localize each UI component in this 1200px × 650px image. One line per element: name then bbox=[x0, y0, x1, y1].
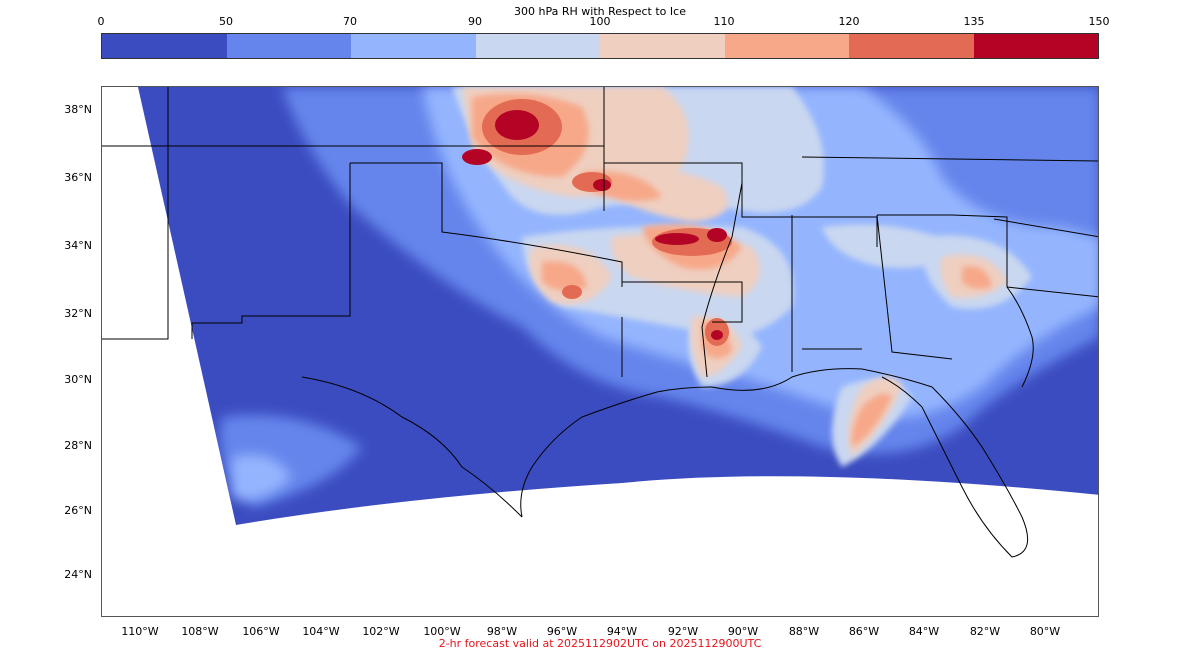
longitude-label: 106°W bbox=[242, 625, 280, 638]
longitude-label: 94°W bbox=[606, 625, 638, 638]
rh-135-150-areas bbox=[462, 110, 727, 340]
colorbar-tick-label: 0 bbox=[97, 15, 105, 28]
forecast-caption: 2-hr forecast valid at 2025112902UTC on … bbox=[438, 637, 762, 650]
longitude-label: 96°W bbox=[546, 625, 578, 638]
colorbar-tick-label: 110 bbox=[713, 15, 735, 28]
colorbar-segment bbox=[475, 34, 600, 58]
latitude-label: 24°N bbox=[64, 568, 92, 581]
coastline bbox=[301, 286, 1034, 558]
latitude-label: 32°N bbox=[64, 307, 92, 320]
colorbar-title: 300 hPa RH with Respect to Ice bbox=[514, 5, 686, 18]
latitude-label: 28°N bbox=[64, 439, 92, 452]
longitude-label: 86°W bbox=[848, 625, 880, 638]
longitude-label: 110°W bbox=[121, 625, 159, 638]
colorbar bbox=[101, 33, 1099, 59]
colorbar-tick-label: 90 bbox=[468, 15, 482, 28]
latitude-label: 36°N bbox=[64, 171, 92, 184]
rh-ice-map bbox=[102, 87, 1098, 558]
colorbar-segment bbox=[600, 34, 725, 58]
longitude-label: 92°W bbox=[667, 625, 699, 638]
longitude-label: 100°W bbox=[423, 625, 461, 638]
colorbar-segment bbox=[226, 34, 351, 58]
latitude-label: 34°N bbox=[64, 239, 92, 252]
colorbar-tick-label: 50 bbox=[219, 15, 233, 28]
longitude-label: 82°W bbox=[969, 625, 1001, 638]
colorbar-tick-label: 100 bbox=[589, 15, 611, 28]
longitude-label: 108°W bbox=[181, 625, 219, 638]
longitude-label: 88°W bbox=[788, 625, 820, 638]
longitude-label: 80°W bbox=[1029, 625, 1061, 638]
state-borders bbox=[102, 87, 1098, 378]
longitude-label: 98°W bbox=[486, 625, 518, 638]
map-panel bbox=[101, 86, 1099, 617]
colorbar-tick-label: 70 bbox=[343, 15, 357, 28]
rh-field bbox=[138, 87, 1098, 525]
longitude-label: 90°W bbox=[727, 625, 759, 638]
colorbar-segment bbox=[351, 34, 476, 58]
latitude-label: 26°N bbox=[64, 504, 92, 517]
colorbar-tick-label: 120 bbox=[838, 15, 860, 28]
longitude-label: 102°W bbox=[362, 625, 400, 638]
colorbar-segment bbox=[102, 34, 227, 58]
colorbar-segment bbox=[724, 34, 849, 58]
colorbar-segment bbox=[973, 34, 1098, 58]
longitude-label: 84°W bbox=[908, 625, 940, 638]
latitude-label: 38°N bbox=[64, 103, 92, 116]
colorbar-tick-label: 135 bbox=[963, 15, 985, 28]
longitude-label: 104°W bbox=[302, 625, 340, 638]
latitude-label: 30°N bbox=[64, 373, 92, 386]
colorbar-tick-label: 150 bbox=[1088, 15, 1110, 28]
colorbar-segment bbox=[849, 34, 974, 58]
